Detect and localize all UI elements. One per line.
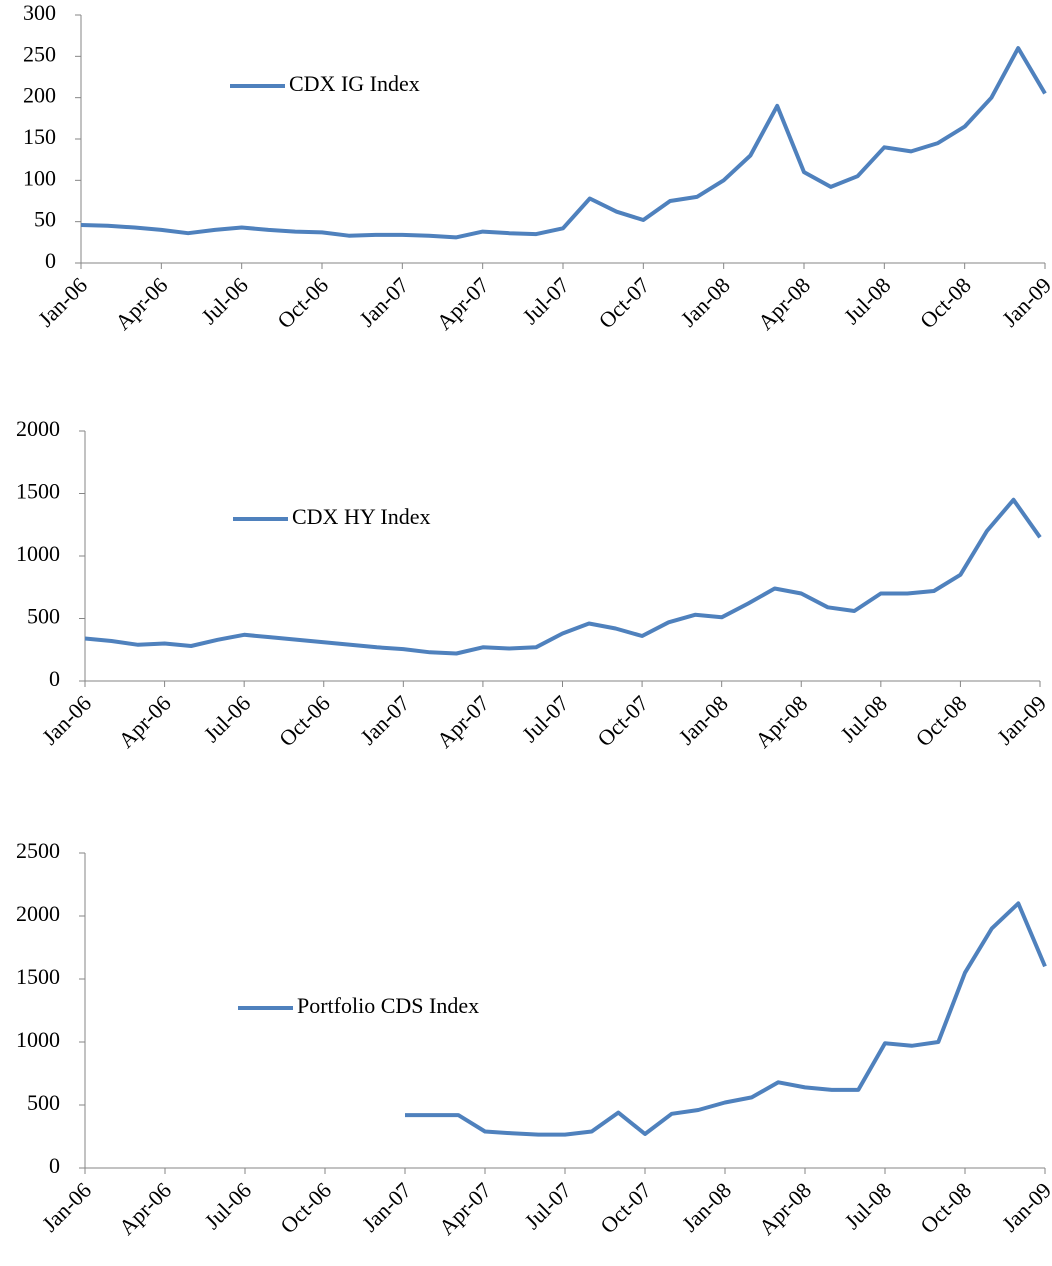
y-tick-label: 250 [23, 41, 56, 66]
y-tick-label: 100 [23, 165, 56, 190]
x-tick-label: Apr-08 [754, 1177, 816, 1239]
x-tick-label: Jan-09 [997, 272, 1052, 331]
legend-label: Portfolio CDS Index [297, 993, 479, 1018]
y-tick-label: 1000 [16, 541, 60, 566]
x-tick-label: Jan-07 [354, 272, 413, 331]
x-tick-label: Jan-09 [997, 1177, 1052, 1236]
x-tick-label: Jan-08 [674, 690, 733, 749]
x-tick-label: Jul-07 [517, 690, 574, 747]
x-tick-label: Apr-06 [114, 1177, 176, 1239]
x-tick-label: Jan-07 [355, 690, 414, 749]
x-tick-label: Oct-07 [594, 272, 655, 333]
x-tick-label: Jul-06 [199, 690, 256, 747]
y-tick-label: 50 [34, 207, 56, 232]
chart: 0 500 1000 1500 2000 Jan-06 Apr-06 Jul-06 Oct-06… [16, 416, 1051, 753]
x-tick-label: Jan-07 [357, 1177, 416, 1236]
y-tick-label: 1500 [16, 479, 60, 504]
y-tick-label: 2500 [16, 838, 60, 863]
x-tick-label: Apr-06 [110, 272, 172, 334]
legend-label: CDX IG Index [289, 71, 420, 96]
x-tick-label: Apr-08 [750, 690, 812, 752]
x-tick-label: Apr-07 [432, 690, 494, 752]
y-tick-label: 300 [23, 0, 56, 25]
x-tick-label: Jan-06 [33, 272, 92, 331]
x-tick-label: Oct-06 [275, 1177, 336, 1238]
y-tick-label: 150 [23, 124, 56, 149]
x-tick-label: Jan-08 [677, 1177, 736, 1236]
x-tick-label: Jan-06 [37, 1177, 96, 1236]
x-tick-label: Jul-08 [839, 272, 896, 329]
x-tick-label: Jul-08 [840, 1177, 897, 1234]
y-tick-label: 1000 [16, 1027, 60, 1052]
y-tick-label: 2000 [16, 416, 60, 441]
y-tick-label: 500 [27, 1090, 60, 1115]
x-tick-label: Jul-08 [835, 690, 892, 747]
x-tick-label: Oct-07 [595, 1177, 656, 1238]
data-line [84, 497, 1042, 656]
x-tick-label: Oct-08 [915, 1177, 976, 1238]
y-tick-label: 200 [23, 83, 56, 108]
x-tick-label: Jan-09 [992, 690, 1051, 749]
x-tick-label: Apr-08 [753, 272, 815, 334]
x-tick-label: Jul-07 [520, 1177, 577, 1234]
x-tick-label: Jul-07 [518, 272, 575, 329]
x-tick-label: Jan-08 [676, 272, 735, 331]
x-tick-label: Jul-06 [200, 1177, 257, 1234]
legend-label: CDX HY Index [292, 504, 431, 529]
data-line [405, 901, 1047, 1137]
x-tick-label: Oct-07 [592, 690, 653, 751]
x-tick-label: Jan-06 [37, 690, 96, 749]
y-tick-label: 0 [45, 248, 56, 273]
chart: 0 50 100 150 200 250 300 Jan-06 Apr-06 Jul-06 Oct-… [23, 0, 1052, 335]
x-tick-label: Oct-08 [915, 272, 976, 333]
y-tick-label: 1500 [16, 964, 60, 989]
x-tick-label: Jul-06 [196, 272, 253, 329]
y-tick-label: 0 [49, 1153, 60, 1178]
x-tick-label: Apr-06 [113, 690, 175, 752]
x-tick-label: Oct-06 [274, 690, 335, 751]
y-tick-label: 0 [49, 666, 60, 691]
x-tick-label: Oct-08 [911, 690, 972, 751]
data-line [80, 46, 1047, 240]
x-tick-label: Apr-07 [434, 1177, 496, 1239]
y-tick-label: 2000 [16, 901, 60, 926]
x-tick-label: Apr-07 [431, 272, 493, 334]
x-tick-label: Oct-06 [272, 272, 333, 333]
chart: 0 500 1000 1500 2000 2500 Jan-06 Apr-06 Jul-06 Oc… [16, 838, 1052, 1240]
y-tick-label: 500 [27, 604, 60, 629]
